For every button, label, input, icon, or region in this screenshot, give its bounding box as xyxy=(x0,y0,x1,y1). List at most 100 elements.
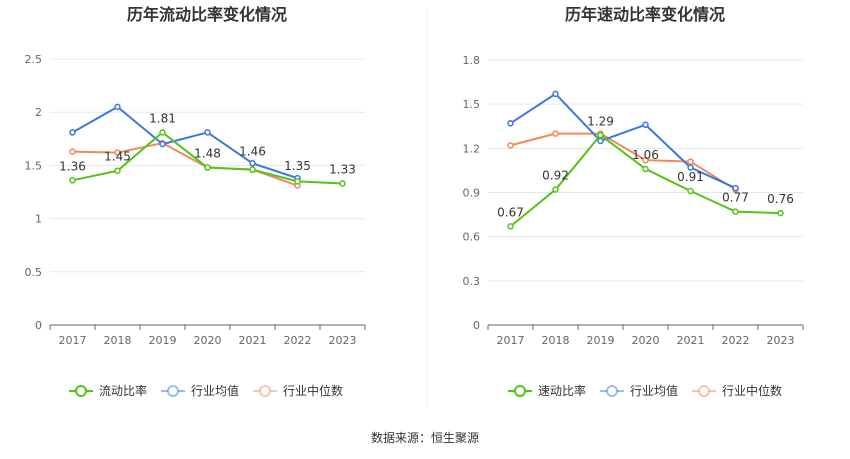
legend-marker-icon xyxy=(698,385,710,397)
x-tick-label: 2021 xyxy=(677,334,705,347)
data-point[interactable] xyxy=(687,187,694,195)
y-tick-label: 0.3 xyxy=(463,275,481,288)
data-point[interactable] xyxy=(507,223,514,230)
legend-marker-icon xyxy=(514,385,526,397)
data-point[interactable] xyxy=(114,167,121,174)
data-label: 1.35 xyxy=(284,159,311,173)
chart-panel-2: 历年速动比率变化情况 0 0.3 0.6 0.9 1.2 1.5 1.8 2017 2018 201… xyxy=(463,5,804,398)
series-line xyxy=(509,92,736,189)
legend: 流动比率 行业均值 行业中位数 xyxy=(69,383,343,398)
x-tick-label: 2017 xyxy=(59,334,87,347)
y-tick-label: 2 xyxy=(35,106,42,119)
data-point[interactable] xyxy=(339,180,346,187)
x-tick-label: 2019 xyxy=(149,334,177,347)
y-tick-label: 2.5 xyxy=(25,53,43,66)
x-tick-label: 2021 xyxy=(239,334,267,347)
data-point[interactable] xyxy=(159,140,166,148)
x-tick-label: 2019 xyxy=(587,334,615,347)
legend-item[interactable]: 行业均值 xyxy=(161,383,239,398)
legend: 速动比率 行业均值 行业中位数 xyxy=(508,383,782,398)
legend-marker-icon xyxy=(259,385,271,397)
y-tick-label: 0.6 xyxy=(463,231,481,244)
y-tick-label: 0 xyxy=(35,319,42,332)
data-point[interactable] xyxy=(69,177,76,184)
data-point[interactable] xyxy=(552,130,559,137)
data-point[interactable] xyxy=(777,209,784,217)
data-label: 1.36 xyxy=(59,159,86,173)
data-point[interactable] xyxy=(687,164,694,171)
data-point[interactable] xyxy=(204,164,211,171)
y-tick-label: 0.5 xyxy=(25,266,43,279)
legend-label: 速动比率 xyxy=(538,383,586,398)
series-line xyxy=(72,105,298,180)
data-point[interactable] xyxy=(249,166,256,173)
y-tick-label: 1.5 xyxy=(25,159,43,172)
x-tick-label: 2022 xyxy=(284,334,312,347)
data-label: 1.45 xyxy=(104,150,131,164)
data-point[interactable] xyxy=(687,158,694,165)
legend-label: 行业均值 xyxy=(191,383,239,398)
data-label: 1.33 xyxy=(329,162,356,176)
data-point[interactable] xyxy=(204,129,211,136)
data-point[interactable] xyxy=(597,137,604,145)
data-point[interactable] xyxy=(642,156,649,164)
legend-item[interactable]: 行业中位数 xyxy=(692,383,782,398)
x-tick-label: 2020 xyxy=(194,334,222,347)
legend-item[interactable]: 流动比率 xyxy=(69,383,147,398)
y-tick-label: 1 xyxy=(35,213,42,226)
data-label: 0.76 xyxy=(767,192,794,206)
data-label: 0.92 xyxy=(542,169,569,183)
x-tick-label: 2023 xyxy=(767,334,795,347)
data-point[interactable] xyxy=(552,90,559,98)
data-label: 1.06 xyxy=(632,148,659,162)
data-point[interactable] xyxy=(642,165,649,173)
data-point[interactable] xyxy=(249,160,256,167)
x-tick-label: 2018 xyxy=(104,334,132,347)
data-label: 0.91 xyxy=(677,170,704,184)
x-tick-label: 2020 xyxy=(632,334,660,347)
legend-marker-icon xyxy=(75,385,87,397)
y-tick-label: 0.9 xyxy=(463,187,481,200)
data-point[interactable] xyxy=(159,129,166,136)
legend-item[interactable]: 行业中位数 xyxy=(253,383,343,398)
data-point[interactable] xyxy=(597,131,604,139)
y-tick-label: 1.8 xyxy=(463,54,481,67)
legend-label: 行业均值 xyxy=(630,383,678,398)
data-label: 1.81 xyxy=(149,111,176,125)
y-tick-label: 0 xyxy=(473,319,480,332)
chart-title: 历年速动比率变化情况 xyxy=(565,5,725,24)
legend-item[interactable]: 速动比率 xyxy=(508,383,586,398)
legend-label: 行业中位数 xyxy=(722,383,782,398)
data-point[interactable] xyxy=(552,186,559,193)
data-point[interactable] xyxy=(294,178,301,185)
chart-title: 历年流动比率变化情况 xyxy=(127,5,287,24)
data-label: 1.29 xyxy=(587,115,614,129)
data-point[interactable] xyxy=(732,208,739,215)
source-label: 数据来源：恒生聚源 xyxy=(371,430,479,445)
legend-item[interactable]: 行业均值 xyxy=(600,383,678,398)
y-tick-label: 1.2 xyxy=(463,142,481,155)
x-tick-label: 2018 xyxy=(542,334,570,347)
chart-panel-1: 历年流动比率变化情况 0 0.5 1 1.5 2 2.5 2017 2018 2019 2020 20… xyxy=(25,5,366,398)
data-label: 0.67 xyxy=(497,205,524,219)
data-point[interactable] xyxy=(114,149,121,156)
legend-marker-icon xyxy=(167,385,179,397)
series-line xyxy=(510,132,737,191)
data-point[interactable] xyxy=(69,148,76,155)
data-point[interactable] xyxy=(114,103,121,111)
data-point[interactable] xyxy=(732,184,739,192)
data-point[interactable] xyxy=(507,142,514,149)
x-tick-label: 2023 xyxy=(329,334,357,347)
data-point[interactable] xyxy=(69,129,76,136)
legend-label: 流动比率 xyxy=(99,383,147,398)
x-tick-label: 2022 xyxy=(722,334,750,347)
data-point[interactable] xyxy=(642,121,649,129)
legend-marker-icon xyxy=(606,385,618,397)
data-point[interactable] xyxy=(507,120,514,127)
x-tick-label: 2017 xyxy=(497,334,525,347)
legend-label: 行业中位数 xyxy=(283,383,343,398)
data-label: 0.77 xyxy=(722,191,749,205)
y-tick-label: 1.5 xyxy=(463,98,481,111)
